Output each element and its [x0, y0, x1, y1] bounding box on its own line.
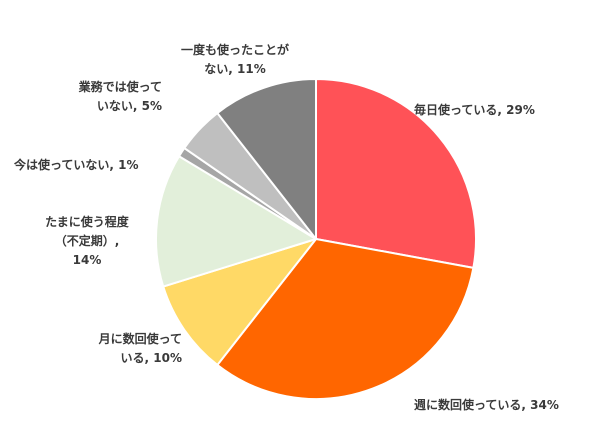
- label-monthly: 月に数回使って いる, 10%: [98, 332, 182, 365]
- label-not-for-work: 業務では使って いない, 5%: [78, 80, 162, 113]
- label-never: 一度も使ったことが ない, 11%: [180, 43, 289, 76]
- slice-daily: [315, 78, 477, 269]
- slice-weekly: [216, 238, 475, 400]
- slice-monthly: [162, 238, 317, 366]
- label-daily: 毎日使っている, 29%: [414, 103, 535, 117]
- slice-occasional: [155, 155, 317, 288]
- label-weekly: 週に数回使っている, 34%: [414, 398, 559, 412]
- label-not-now: 今は使っていない, 1%: [14, 158, 139, 172]
- slice-never: [216, 78, 317, 240]
- label-occasional: たまに使う程度 （不定期）, 14%: [45, 215, 129, 267]
